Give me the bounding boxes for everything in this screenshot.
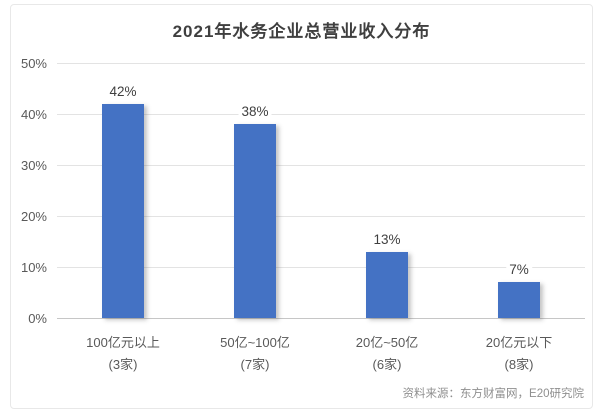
x-category-label: 50亿~100亿 (7家)	[189, 332, 321, 376]
x-axis-line	[57, 318, 585, 319]
y-tick-label: 30%	[20, 158, 47, 173]
x-category-count: (6家)	[372, 357, 402, 372]
gridline	[57, 165, 585, 166]
bar-slot: 42%	[57, 63, 189, 318]
bar-3	[366, 251, 408, 318]
x-category-count: (7家)	[240, 357, 270, 372]
y-tick-label: 40%	[20, 107, 47, 122]
gridline	[57, 63, 585, 64]
plot-area: 42% 38% 13% 7%	[57, 63, 585, 319]
bar-2	[234, 124, 276, 318]
x-category-main: 100亿元以上	[86, 335, 160, 350]
gridline	[57, 267, 585, 268]
x-category-main: 50亿~100亿	[220, 335, 290, 350]
bar-value-label: 13%	[370, 231, 404, 247]
bar-value-label: 42%	[106, 83, 140, 99]
x-category-label: 20亿~50亿 (6家)	[321, 332, 453, 376]
y-tick-label: 10%	[20, 260, 47, 275]
bar-slot: 7%	[453, 63, 585, 318]
x-axis: 100亿元以上 (3家) 50亿~100亿 (7家) 20亿~50亿 (6家) 20亿元以下…	[57, 332, 585, 378]
x-category-label: 100亿元以上 (3家)	[57, 332, 189, 376]
bar-slot: 13%	[321, 63, 453, 318]
y-tick-label: 20%	[20, 209, 47, 224]
bar-value-label: 38%	[238, 104, 272, 120]
chart-title: 2021年水务企业总营业收入分布	[172, 22, 431, 41]
gridline	[57, 216, 585, 217]
y-tick-label: 0%	[28, 311, 47, 326]
bar-4	[498, 282, 540, 318]
bar-value-label: 7%	[506, 262, 532, 278]
source-note: 资料来源：东方财富网，E20研究院	[402, 388, 584, 400]
x-category-count: (8家)	[504, 357, 534, 372]
bar-1	[102, 103, 144, 318]
x-category-label: 20亿元以下 (8家)	[453, 332, 585, 376]
y-tick-label: 50%	[20, 56, 47, 71]
x-category-count: (3家)	[108, 357, 138, 372]
x-category-main: 20亿元以下	[485, 335, 553, 350]
bar-slot: 38%	[189, 63, 321, 318]
gridline	[57, 114, 585, 115]
chart-card: 2021年水务企业总营业收入分布 42% 38% 13% 7% 0% 10% 20% 30%…	[10, 4, 593, 409]
x-category-main: 20亿~50亿	[355, 335, 419, 350]
